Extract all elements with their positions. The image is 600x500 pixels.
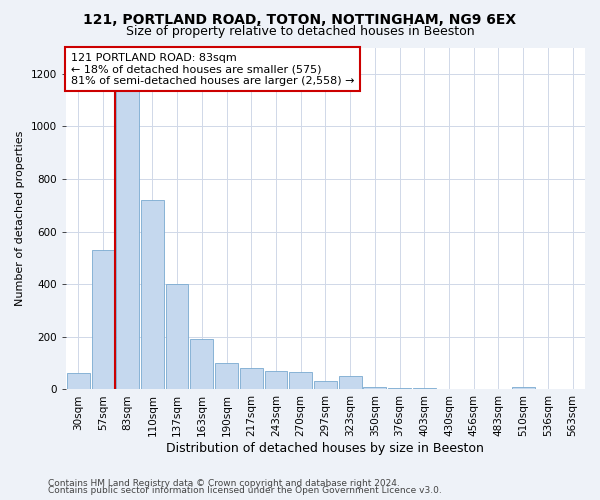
Bar <box>240 368 263 390</box>
Text: Contains public sector information licensed under the Open Government Licence v3: Contains public sector information licen… <box>48 486 442 495</box>
Bar <box>413 388 436 390</box>
Bar <box>190 340 213 390</box>
Bar <box>388 388 411 390</box>
Bar <box>512 387 535 390</box>
Bar <box>67 373 89 390</box>
Bar <box>92 250 114 390</box>
Bar <box>265 371 287 390</box>
Text: Contains HM Land Registry data © Crown copyright and database right 2024.: Contains HM Land Registry data © Crown c… <box>48 478 400 488</box>
Bar <box>141 200 164 390</box>
Bar <box>364 388 386 390</box>
Bar <box>463 389 485 390</box>
Text: Size of property relative to detached houses in Beeston: Size of property relative to detached ho… <box>125 25 475 38</box>
Bar <box>166 284 188 390</box>
Text: 121, PORTLAND ROAD, TOTON, NOTTINGHAM, NG9 6EX: 121, PORTLAND ROAD, TOTON, NOTTINGHAM, N… <box>83 12 517 26</box>
Bar <box>289 372 312 390</box>
Bar <box>437 389 460 390</box>
Text: 121 PORTLAND ROAD: 83sqm
← 18% of detached houses are smaller (575)
81% of semi-: 121 PORTLAND ROAD: 83sqm ← 18% of detach… <box>71 52 355 86</box>
Bar <box>215 363 238 390</box>
Bar <box>314 381 337 390</box>
Y-axis label: Number of detached properties: Number of detached properties <box>15 131 25 306</box>
Bar <box>339 376 362 390</box>
Bar <box>116 74 139 390</box>
X-axis label: Distribution of detached houses by size in Beeston: Distribution of detached houses by size … <box>166 442 484 455</box>
